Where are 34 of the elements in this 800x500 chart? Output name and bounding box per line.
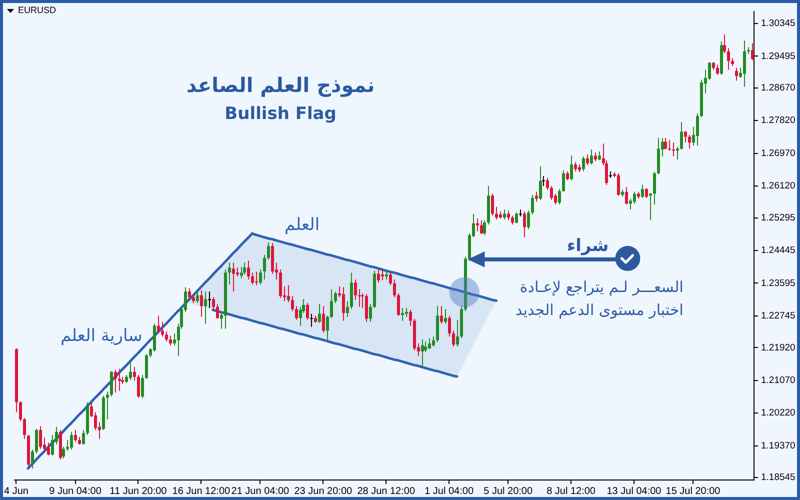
y-tick-label: 1.28670 (761, 82, 796, 94)
y-tick-label: 1.27820 (761, 115, 796, 126)
y-tick-label: 1.21070 (761, 374, 796, 386)
y-tick-label: 1.29495 (761, 50, 796, 62)
x-tick-label: 8 Jul 12:00 (546, 486, 596, 497)
y-tick-label: 1.26970 (761, 148, 796, 159)
y-tick-label: 1.18545 (761, 472, 796, 484)
y-tick-label: 1.26120 (761, 180, 796, 192)
y-tick-label: 1.24445 (761, 245, 796, 256)
y-tick-label: 1.20220 (761, 408, 796, 419)
series-label: سارية العلم (60, 326, 142, 346)
annotation: شراء (566, 236, 609, 256)
x-tick-label: 23 Jun 20:00 (294, 486, 352, 497)
y-tick-label: 1.22745 (761, 310, 796, 322)
x-tick-label: 28 Jun 12:00 (357, 486, 416, 497)
text: Bullish Flag (224, 104, 336, 124)
x-tick-label: 16 Jun 12:00 (172, 486, 231, 497)
x-tick-label: 15 Jul 20:00 (666, 486, 721, 497)
annotation: EURUSD (18, 5, 56, 15)
x-tick-label: 9 Jun 04:00 (49, 486, 102, 497)
y-tick-label: 1.30345 (761, 18, 796, 30)
x-tick-label: 21 Jun 04:00 (231, 486, 290, 497)
x-tick-label: 13 Jul 04:00 (606, 486, 662, 497)
y-tick-label: 1.19370 (761, 440, 796, 452)
y-tick-label: 1.23595 (761, 278, 796, 289)
y-tick-label: 1.25295 (761, 212, 796, 224)
text: نموذج العلم الصاعد (186, 72, 375, 97)
x-tick-label: 5 Jul 20:00 (484, 486, 533, 497)
x-tick-label: 11 Jun 20:00 (110, 486, 168, 497)
x-tick-label: 4 Jun (4, 486, 28, 497)
annotation: السعـــر لـم يتراجع لإعـادة اختبار مستوى الدعم الجديد (515, 276, 684, 321)
y-tick-label: 1.21920 (761, 342, 796, 354)
x-tick-label: 1 Jul 04:00 (424, 486, 474, 497)
series-label: العلم (284, 214, 320, 235)
